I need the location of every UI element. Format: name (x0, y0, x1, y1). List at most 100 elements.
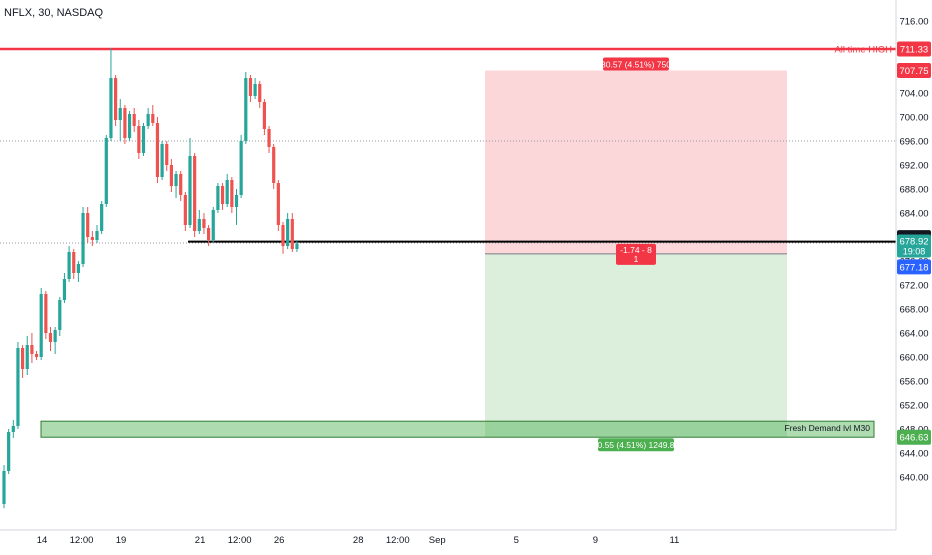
pnl-label-line1: -1.74 - 8 (620, 245, 652, 255)
labels-layer: Fresh Demand lvl M30 All time HIGH 30.57 (… (593, 45, 892, 452)
price-tick: 660.00 (899, 353, 928, 364)
candle-body (165, 144, 169, 165)
candle-body (104, 138, 108, 204)
reward-label: 30.55 (4.51%) 1249.84 (593, 440, 680, 450)
candle-body (183, 195, 187, 225)
bar-countdown: 19:08 (903, 246, 926, 256)
candle-body (114, 78, 118, 120)
candle-body (48, 333, 53, 342)
price-tick: 696.00 (899, 137, 928, 148)
price-tick: 640.00 (899, 473, 928, 484)
candle-body (2, 471, 6, 504)
candle-body (225, 180, 229, 204)
candle-body (230, 180, 234, 207)
time-tick: 26 (274, 535, 285, 546)
time-tick: Sep (429, 535, 446, 546)
candle-body (179, 174, 183, 195)
reward-zone (485, 253, 787, 438)
zones-layer (40, 70, 875, 438)
levels-layer (0, 47, 896, 244)
price-tick: 704.00 (899, 89, 928, 100)
candle-body (34, 354, 39, 357)
candle-body (30, 345, 34, 354)
candle-body (151, 114, 155, 123)
candle-body (188, 156, 192, 225)
price-tick: 652.00 (899, 401, 928, 412)
candle-body (253, 84, 257, 96)
risk-label-bg (603, 57, 669, 71)
entry-price-tag-bg (897, 259, 931, 275)
pnl-label-line2: 1 (634, 254, 639, 264)
target-price-tag-bg (897, 429, 931, 445)
ath-price-tag-bg (897, 41, 931, 57)
time-axis[interactable]: 14 12:00 19 21 12:00 26 28 12:00 Sep 5 9 11 (37, 535, 680, 546)
price-tick: 684.00 (899, 209, 928, 220)
candle-body (248, 78, 253, 96)
candle-body (21, 348, 25, 369)
candle-body (267, 129, 271, 147)
candle-body (62, 279, 67, 300)
candle-body (244, 78, 248, 141)
price-tick: 692.00 (899, 161, 928, 172)
time-tick: 14 (37, 535, 48, 546)
candle-body (276, 183, 280, 225)
candle-body (86, 213, 90, 237)
candle-body (220, 186, 225, 204)
candle-body (202, 219, 206, 228)
pnl-label-bg (616, 243, 656, 265)
stop-price-tag-bg (897, 63, 931, 78)
candle-body (155, 123, 160, 177)
risk-zone (485, 70, 787, 254)
time-tick: 12:00 (228, 535, 252, 546)
candle-body (272, 147, 276, 183)
candle-body (258, 84, 262, 102)
candle-body (160, 144, 164, 177)
candle-body (211, 210, 215, 240)
candle-body (53, 330, 57, 342)
price-tags-layer: 711.33707.75679.22678.9219:08677.18646.6… (897, 41, 931, 445)
reward-label-bg (598, 438, 674, 452)
demand-zone-label: Fresh Demand lvl M30 (784, 423, 870, 433)
candle-body (123, 108, 127, 138)
symbol-title: NFLX, 30, NASDAQ (4, 7, 103, 19)
price-tick: 672.00 (899, 281, 928, 292)
time-tick: 12:00 (386, 535, 410, 546)
candle-body (193, 156, 197, 231)
candle-body (16, 348, 20, 426)
time-tick: 21 (195, 535, 206, 546)
candle-body (67, 252, 71, 279)
candle-body (169, 165, 173, 186)
candle-body (239, 141, 243, 195)
price-tick: 644.00 (899, 449, 928, 460)
candle-body (197, 219, 201, 231)
price-tick: 664.00 (899, 329, 928, 340)
candle-body (100, 204, 104, 231)
target-price-tag: 646.63 (899, 433, 928, 444)
all-time-high-label: All time HIGH (834, 45, 892, 56)
candle-body (39, 294, 43, 357)
time-tick: 28 (353, 535, 364, 546)
ath-price-tag: 711.33 (900, 45, 928, 56)
candle-body (44, 294, 48, 333)
candle-body (295, 243, 299, 249)
time-tick: 5 (514, 535, 519, 546)
candle-body (58, 300, 62, 330)
price-tick: 700.00 (899, 113, 928, 124)
candle-body (7, 432, 11, 471)
candle-body (76, 264, 80, 273)
candle-body (262, 102, 266, 129)
time-tick: 19 (116, 535, 127, 546)
last-price-tag: 678.92 (899, 236, 928, 247)
entry-price-tag: 677.18 (899, 262, 928, 273)
price-tick: 688.00 (899, 185, 928, 196)
price-tick: 716.00 (899, 17, 928, 28)
candles-layer (2, 48, 299, 509)
candle-body (127, 114, 132, 138)
candle-body (207, 228, 211, 240)
candle-body (118, 108, 122, 120)
candle-body (90, 237, 94, 240)
candle-body (95, 231, 99, 240)
price-tick: 668.00 (899, 305, 928, 316)
